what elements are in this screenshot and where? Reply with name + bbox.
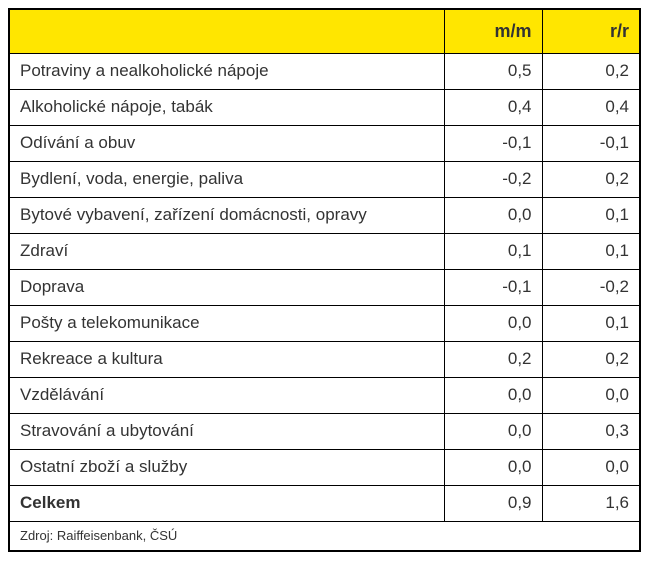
table-header: m/m r/r — [8, 8, 641, 54]
row-mm-value: 0,2 — [443, 340, 543, 378]
header-mm-cell: m/m — [443, 8, 543, 54]
row-mm-value: 0,4 — [443, 88, 543, 126]
table-row: Zdraví 0,1 0,1 — [8, 232, 641, 270]
row-rr-value: 0,4 — [541, 88, 641, 126]
row-rr-value: 0,1 — [541, 232, 641, 270]
table-row: Bydlení, voda, energie, paliva -0,2 0,2 — [8, 160, 641, 198]
row-category-label: Vzdělávání — [8, 376, 445, 414]
cpi-table-container: m/m r/r Potraviny a nealkoholické nápoje… — [8, 8, 641, 552]
row-mm-value: 0,0 — [443, 448, 543, 486]
table-row: Bytové vybavení, zařízení domácnosti, op… — [8, 196, 641, 234]
header-row: m/m r/r — [8, 8, 641, 54]
row-category-label: Doprava — [8, 268, 445, 306]
table-row: Alkoholické nápoje, tabák 0,4 0,4 — [8, 88, 641, 126]
row-mm-value: 0,0 — [443, 304, 543, 342]
row-category-label: Bytové vybavení, zařízení domácnosti, op… — [8, 196, 445, 234]
cpi-categories-table: m/m r/r Potraviny a nealkoholické nápoje… — [8, 8, 641, 552]
row-mm-value: -0,2 — [443, 160, 543, 198]
row-mm-value: 0,0 — [443, 376, 543, 414]
row-rr-value: 0,2 — [541, 160, 641, 198]
table-row: Odívání a obuv -0,1 -0,1 — [8, 124, 641, 162]
row-category-label: Rekreace a kultura — [8, 340, 445, 378]
source-note: Zdroj: Raiffeisenbank, ČSÚ — [8, 520, 641, 552]
row-category-label: Alkoholické nápoje, tabák — [8, 88, 445, 126]
table-row: Stravování a ubytování 0,0 0,3 — [8, 412, 641, 450]
row-category-label: Ostatní zboží a služby — [8, 448, 445, 486]
row-rr-value: 0,2 — [541, 340, 641, 378]
row-rr-value: 1,6 — [541, 484, 641, 522]
row-rr-value: 0,0 — [541, 448, 641, 486]
row-mm-value: 0,5 — [443, 52, 543, 90]
row-rr-value: -0,1 — [541, 124, 641, 162]
row-rr-value: 0,1 — [541, 196, 641, 234]
row-mm-value: 0,0 — [443, 412, 543, 450]
table-row: Vzdělávání 0,0 0,0 — [8, 376, 641, 414]
row-mm-value: 0,9 — [443, 484, 543, 522]
row-rr-value: 0,2 — [541, 52, 641, 90]
table-row: Pošty a telekomunikace 0,0 0,1 — [8, 304, 641, 342]
row-category-label: Bydlení, voda, energie, paliva — [8, 160, 445, 198]
row-category-label: Zdraví — [8, 232, 445, 270]
table-footer: Zdroj: Raiffeisenbank, ČSÚ — [8, 520, 641, 552]
row-rr-value: 0,3 — [541, 412, 641, 450]
table-body: Potraviny a nealkoholické nápoje 0,5 0,2 Al… — [8, 52, 641, 522]
row-rr-value: -0,2 — [541, 268, 641, 306]
row-category-label: Odívání a obuv — [8, 124, 445, 162]
header-rr-cell: r/r — [541, 8, 641, 54]
row-category-label: Celkem — [8, 484, 445, 522]
row-mm-value: 0,0 — [443, 196, 543, 234]
row-category-label: Stravování a ubytování — [8, 412, 445, 450]
total-row: Celkem 0,9 1,6 — [8, 484, 641, 522]
row-mm-value: -0,1 — [443, 268, 543, 306]
row-category-label: Potraviny a nealkoholické nápoje — [8, 52, 445, 90]
row-category-label: Pošty a telekomunikace — [8, 304, 445, 342]
table-row: Potraviny a nealkoholické nápoje 0,5 0,2 — [8, 52, 641, 90]
table-row: Doprava -0,1 -0,2 — [8, 268, 641, 306]
row-rr-value: 0,0 — [541, 376, 641, 414]
table-row: Rekreace a kultura 0,2 0,2 — [8, 340, 641, 378]
row-mm-value: 0,1 — [443, 232, 543, 270]
footer-row: Zdroj: Raiffeisenbank, ČSÚ — [8, 520, 641, 552]
header-category-cell — [8, 8, 445, 54]
row-rr-value: 0,1 — [541, 304, 641, 342]
table-row: Ostatní zboží a služby 0,0 0,0 — [8, 448, 641, 486]
row-mm-value: -0,1 — [443, 124, 543, 162]
